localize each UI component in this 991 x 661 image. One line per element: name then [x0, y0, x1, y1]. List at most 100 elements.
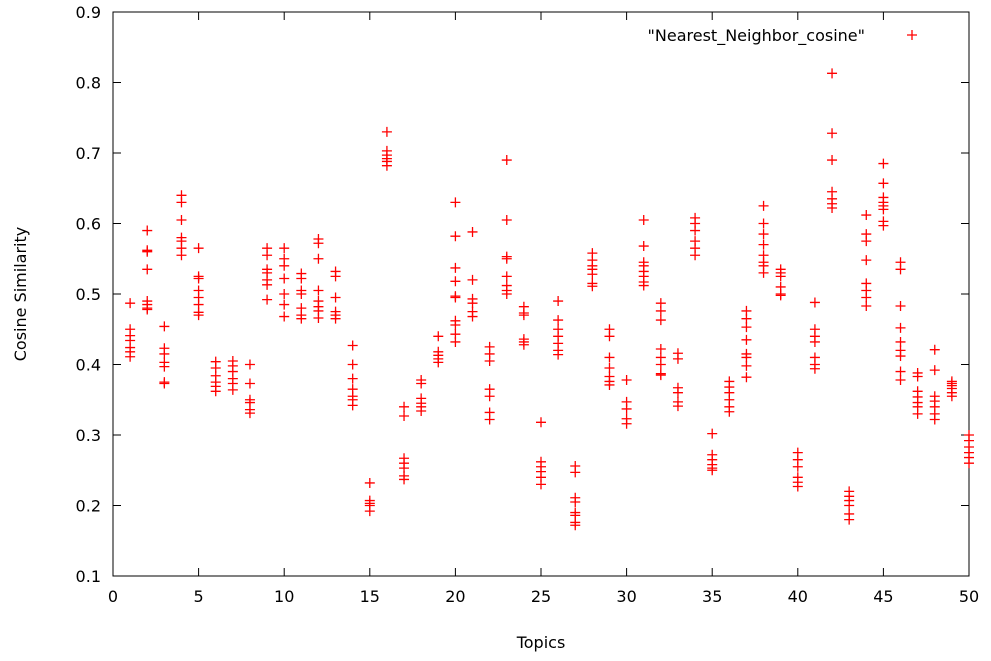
- data-point: [536, 417, 546, 428]
- data-point: [450, 336, 461, 347]
- data-point: [672, 387, 683, 398]
- data-point: [330, 271, 341, 282]
- y-tick-label: 0.5: [76, 285, 101, 304]
- data-point: [895, 300, 906, 311]
- data-point: [861, 255, 872, 266]
- data-point: [347, 340, 358, 351]
- data-point: [296, 313, 307, 324]
- data-point: [638, 280, 649, 291]
- data-point: [450, 197, 461, 208]
- data-point: [193, 273, 204, 284]
- data-point: [159, 361, 170, 372]
- data-point: [450, 292, 461, 303]
- data-point: [159, 348, 170, 359]
- data-point: [279, 243, 290, 254]
- data-point: [844, 500, 855, 511]
- data-point: [433, 331, 444, 342]
- data-point: [604, 331, 615, 342]
- data-point: [381, 126, 392, 137]
- data-point: [570, 520, 581, 531]
- data-point: [501, 271, 512, 282]
- data-point: [501, 253, 512, 264]
- data-point: [450, 231, 461, 242]
- data-point: [964, 458, 974, 469]
- data-point: [279, 273, 290, 284]
- data-point: [929, 365, 940, 376]
- y-tick-label: 0.9: [76, 3, 101, 22]
- data-point: [655, 315, 666, 326]
- legend-marker: [907, 30, 917, 40]
- data-point: [501, 155, 512, 166]
- data-point: [861, 210, 872, 221]
- data-point: [330, 292, 341, 303]
- data-point: [142, 304, 153, 315]
- data-point: [587, 281, 598, 292]
- data-point: [227, 384, 238, 395]
- data-point: [775, 271, 786, 282]
- data-point: [484, 355, 495, 366]
- data-point: [775, 290, 786, 301]
- data-point: [125, 298, 136, 309]
- data-point: [878, 220, 889, 231]
- data-point: [758, 239, 769, 250]
- data-point: [741, 322, 752, 333]
- data-point: [279, 311, 290, 322]
- data-point: [809, 297, 820, 308]
- data-point: [809, 336, 820, 347]
- data-point: [381, 160, 392, 171]
- data-point: [912, 371, 923, 382]
- data-point: [570, 496, 581, 507]
- y-tick-label: 0.2: [76, 497, 101, 516]
- data-point: [929, 414, 940, 425]
- legend: "Nearest_Neighbor_cosine": [648, 26, 917, 46]
- data-point: [878, 178, 889, 189]
- data-point: [193, 310, 204, 321]
- data-point: [861, 292, 872, 303]
- data-point: [895, 322, 906, 333]
- data-point: [553, 315, 564, 326]
- data-point: [347, 359, 358, 370]
- data-point: [861, 236, 872, 247]
- x-tick-label: 5: [194, 587, 204, 606]
- data-point: [946, 391, 957, 402]
- y-axis-label: Cosine Similarity: [11, 227, 30, 361]
- data-point: [262, 279, 273, 290]
- data-point: [364, 477, 375, 488]
- y-tick-label: 0.4: [76, 356, 101, 375]
- data-point: [262, 250, 273, 261]
- data-point: [604, 379, 615, 390]
- legend-marker-point: [907, 30, 917, 40]
- data-point: [467, 226, 478, 237]
- data-point: [621, 403, 632, 414]
- y-tick-label: 0.6: [76, 215, 101, 234]
- data-point: [313, 312, 324, 323]
- x-tick-label: 30: [616, 587, 636, 606]
- data-points: [125, 68, 974, 531]
- data-point: [758, 200, 769, 211]
- data-point: [741, 372, 752, 383]
- data-point: [279, 260, 290, 271]
- data-point: [827, 202, 838, 213]
- data-point: [176, 214, 187, 225]
- data-point: [895, 375, 906, 386]
- data-point: [193, 243, 204, 254]
- data-point: [895, 336, 906, 347]
- data-point: [690, 250, 701, 261]
- data-point: [416, 406, 427, 417]
- x-tick-label: 50: [959, 587, 979, 606]
- data-point: [758, 218, 769, 229]
- data-point: [433, 357, 444, 368]
- y-tick-label: 0.3: [76, 426, 101, 445]
- data-point: [878, 158, 889, 169]
- data-point: [895, 351, 906, 362]
- data-point: [827, 155, 838, 166]
- data-point: [244, 359, 255, 370]
- y-tick-label: 0.1: [76, 567, 101, 586]
- data-point: [176, 197, 187, 208]
- data-point: [792, 461, 803, 472]
- data-point: [176, 250, 187, 261]
- data-point: [450, 276, 461, 287]
- data-point: [844, 514, 855, 525]
- data-point: [707, 428, 718, 439]
